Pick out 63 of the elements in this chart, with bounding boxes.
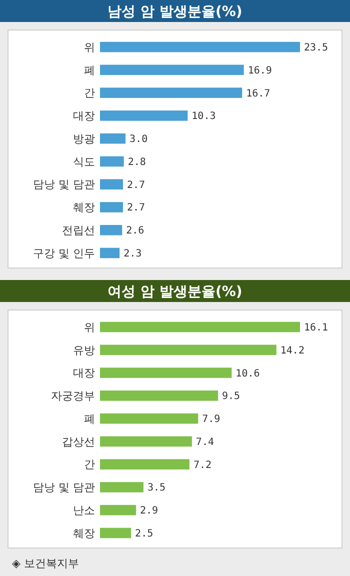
y-tick-label: 간 <box>84 458 95 472</box>
data-label: 3.5 <box>147 482 166 494</box>
bar <box>100 528 132 538</box>
bar <box>100 248 120 258</box>
bar <box>100 64 244 76</box>
y-tick-label: 위 <box>84 40 95 54</box>
y-tick-label: 대장 <box>73 366 95 380</box>
chart-title: 남성 암 발생분율(%) <box>108 4 242 20</box>
data-label: 16.9 <box>248 65 272 76</box>
data-label: 2.7 <box>126 180 146 191</box>
data-label: 2.8 <box>128 156 146 168</box>
y-tick-label: 전립선 <box>62 224 95 237</box>
bar <box>100 344 276 356</box>
data-label: 2.9 <box>140 506 158 517</box>
y-tick-label: 구강 및 인두 <box>33 246 95 260</box>
text: ◈ 보건복지부 <box>12 557 79 570</box>
bar <box>100 482 144 492</box>
y-tick-label: 갑상선 <box>62 435 95 448</box>
bar <box>100 179 123 190</box>
y-tick-label: 췌장 <box>73 201 95 214</box>
bar <box>100 436 192 447</box>
data-label: 16.1 <box>304 322 328 334</box>
data-label: 7.9 <box>202 414 220 426</box>
data-label: 10.6 <box>236 368 260 380</box>
bar <box>100 459 190 470</box>
bar <box>100 88 242 98</box>
data-label: 14.2 <box>280 345 304 356</box>
y-tick-label: 대장 <box>73 110 95 123</box>
bar <box>100 224 122 236</box>
y-tick-label: 담낭 및 담관 <box>33 178 95 192</box>
y-tick-label: 췌장 <box>73 526 95 540</box>
bar <box>100 322 300 332</box>
bar <box>100 133 126 144</box>
y-tick-label: 방광 <box>73 132 95 146</box>
y-tick-label: 자궁경부 <box>51 390 95 403</box>
data-label: 16.7 <box>246 88 270 100</box>
y-tick-label: 난소 <box>73 504 95 517</box>
data-label: 2.6 <box>126 226 144 237</box>
data-label: 23.5 <box>304 42 328 54</box>
y-tick-label: 간 <box>84 86 95 100</box>
bar <box>100 202 123 212</box>
bar <box>100 110 188 121</box>
y-tick-label: 폐 <box>84 412 95 426</box>
y-tick-label: 폐 <box>84 64 95 77</box>
bar <box>100 42 300 52</box>
bar <box>100 413 198 424</box>
data-label: 2.7 <box>126 202 146 214</box>
data-label: 9.5 <box>222 391 240 402</box>
chart-title: 여성 암 발생분율(%) <box>108 284 242 300</box>
bar <box>100 504 136 516</box>
y-tick-label: 위 <box>84 320 95 334</box>
data-label: 2.5 <box>135 528 154 540</box>
y-tick-label: 담낭 및 담관 <box>33 481 95 494</box>
y-tick-label: 유방 <box>73 344 95 357</box>
data-label: 7.2 <box>193 460 212 471</box>
data-label: 3.0 <box>130 134 148 146</box>
bar <box>100 368 232 378</box>
y-tick-label: 식도 <box>73 155 95 168</box>
bar <box>100 390 218 401</box>
bar <box>100 156 124 167</box>
data-label: 10.3 <box>192 111 216 122</box>
data-label: 7.4 <box>196 436 214 448</box>
data-label: 2.3 <box>124 248 142 260</box>
